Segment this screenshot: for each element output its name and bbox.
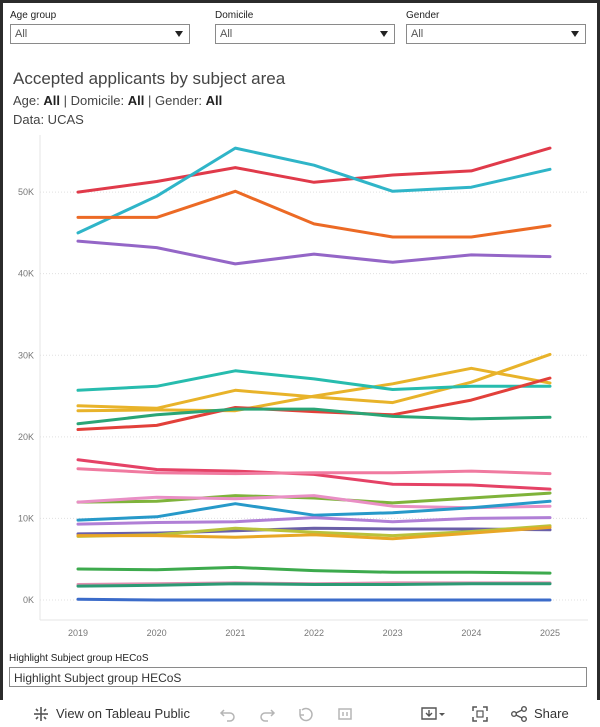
series-line[interactable] xyxy=(76,525,552,541)
y-tick-label: 10K xyxy=(18,513,34,523)
x-tick-label: 2019 xyxy=(68,628,88,638)
series-line[interactable] xyxy=(76,376,552,431)
series-line[interactable] xyxy=(76,369,552,392)
caret-down-icon xyxy=(380,31,388,37)
series-line[interactable] xyxy=(76,189,552,239)
subtitle-separator: | xyxy=(147,93,152,108)
x-tick-label: 2023 xyxy=(383,628,403,638)
series-line[interactable] xyxy=(76,526,552,536)
highlight-subject-input[interactable]: Highlight Subject group HECoS xyxy=(9,667,587,687)
x-tick-label: 2022 xyxy=(304,628,324,638)
series-line[interactable] xyxy=(76,565,552,575)
y-tick-label: 30K xyxy=(18,350,34,360)
share-icon xyxy=(511,706,527,722)
series-line[interactable] xyxy=(76,499,552,522)
subtitle-separator: | xyxy=(63,93,68,108)
chart-title: Accepted applicants by subject area xyxy=(13,69,286,88)
domicile-dropdown[interactable]: All xyxy=(215,24,395,44)
x-tick-label: 2025 xyxy=(540,628,560,638)
series-line[interactable] xyxy=(76,467,552,476)
redo-button[interactable] xyxy=(258,705,276,723)
undo-icon xyxy=(219,709,235,722)
tableau-toolbar: View on Tableau Public Share xyxy=(0,700,600,727)
subtitle-domicile-label: Domicile: xyxy=(70,93,125,108)
undo-button[interactable] xyxy=(219,705,237,723)
filter-domicile: Domicile All xyxy=(215,8,395,44)
highlight-label: Highlight Subject group HECoS xyxy=(9,653,149,664)
dropdown-value: All xyxy=(220,28,233,40)
fullscreen-icon xyxy=(472,706,488,722)
chart-subtitle: Age: All | Domicile: All | Gender: All xyxy=(13,93,222,108)
fullscreen-button[interactable] xyxy=(471,705,489,723)
revert-button[interactable] xyxy=(297,705,315,723)
tableau-logo-icon xyxy=(34,707,48,721)
filter-label: Age group xyxy=(10,10,57,21)
series-line[interactable] xyxy=(76,352,552,410)
subtitle-domicile-value: All xyxy=(127,93,145,108)
y-tick-label: 50K xyxy=(18,187,34,197)
subtitle-gender-value: All xyxy=(205,93,223,108)
y-tick-label: 40K xyxy=(18,269,34,279)
y-tick-label: 0K xyxy=(23,595,34,605)
dropdown-value: All xyxy=(15,28,28,40)
view-on-tableau-label: View on Tableau Public xyxy=(56,706,190,721)
download-button[interactable] xyxy=(420,705,446,723)
series-line[interactable] xyxy=(76,516,552,526)
filter-gender: Gender All xyxy=(406,8,586,44)
pause-button[interactable] xyxy=(336,705,354,723)
filter-label: Gender xyxy=(406,10,440,21)
data-source: Data: UCAS xyxy=(13,112,84,127)
series-line[interactable] xyxy=(76,582,552,588)
series-line[interactable] xyxy=(76,146,552,235)
x-tick-label: 2021 xyxy=(225,628,245,638)
series-line[interactable] xyxy=(76,458,552,491)
caret-down-icon xyxy=(175,31,183,37)
caret-down-icon xyxy=(571,31,579,37)
series-line[interactable] xyxy=(76,366,552,413)
subtitle-gender-label: Gender: xyxy=(155,93,202,108)
redo-icon xyxy=(260,709,276,722)
subtitle-age-value: All xyxy=(43,93,60,108)
series-line[interactable] xyxy=(76,597,552,602)
download-icon xyxy=(421,707,445,720)
x-tick-label: 2024 xyxy=(461,628,481,638)
age-group-dropdown[interactable]: All xyxy=(10,24,190,44)
filter-age-group: Age group All xyxy=(10,8,190,44)
series-line[interactable] xyxy=(76,407,552,426)
line-chart[interactable]: 0K 10K 20K 30K 40K 50K 2019 2020 2021 2022 2023 202… xyxy=(0,130,600,650)
filter-label: Domicile xyxy=(215,10,254,21)
dropdown-value: All xyxy=(411,28,424,40)
share-label: Share xyxy=(534,706,569,721)
series-line[interactable] xyxy=(76,146,552,194)
series-line[interactable] xyxy=(76,239,552,266)
series-line[interactable] xyxy=(76,491,552,505)
revert-icon xyxy=(299,707,313,722)
view-on-tableau-button[interactable]: View on Tableau Public xyxy=(32,705,190,723)
share-button[interactable]: Share xyxy=(510,705,569,723)
x-tick-label: 2020 xyxy=(147,628,167,638)
pause-icon xyxy=(338,708,352,720)
y-tick-label: 20K xyxy=(18,432,34,442)
gender-dropdown[interactable]: All xyxy=(406,24,586,44)
subtitle-age-label: Age: xyxy=(13,93,40,108)
